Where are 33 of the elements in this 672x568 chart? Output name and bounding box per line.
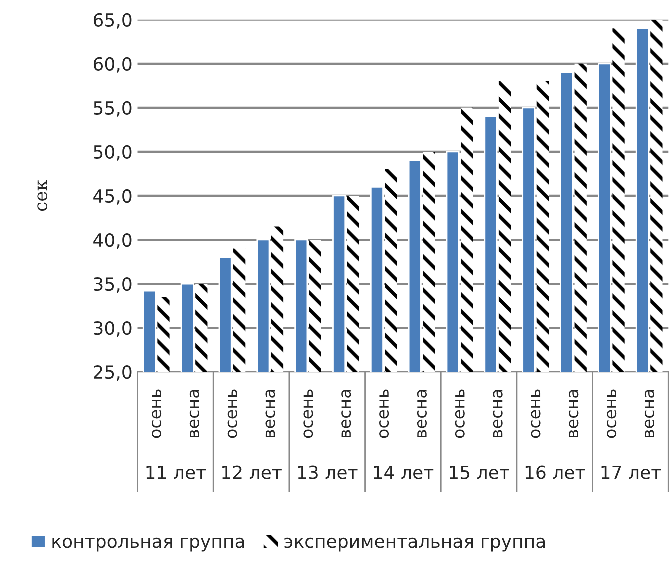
x-tick-label: осень [531, 390, 541, 438]
text: 11 лет [146, 466, 206, 480]
text: 13 лет [298, 466, 358, 480]
x-tick-label: осень [152, 390, 162, 438]
legend-label: экспериментальная группа [284, 538, 546, 552]
y-tick-label: 30,0 [94, 321, 132, 337]
text: 12 лет [222, 466, 282, 480]
x-tick-label: осень [304, 390, 314, 438]
x-tick-label: осень [380, 390, 390, 438]
x-tick-label: весна [342, 390, 352, 438]
x-tick-label: весна [644, 390, 655, 438]
y-tick-label: 60,0 [94, 57, 132, 73]
text: 15 лет [450, 466, 510, 480]
x-tick-label: осень [607, 390, 617, 438]
y-tick-label: 40,0 [94, 233, 132, 249]
y-tick-label: 45,0 [94, 189, 132, 205]
x-tick-label: осень [455, 390, 465, 438]
y-tick-label: 35,0 [94, 277, 132, 293]
x-tick-label: весна [493, 390, 503, 438]
legend-label: контрольная группа [52, 538, 244, 552]
y-axis-title: сек [38, 180, 48, 212]
x-tick-label: осень [228, 390, 238, 438]
x-tick-label: весна [266, 390, 276, 438]
x-tick-label: весна [569, 390, 579, 438]
y-tick-label: 55,0 [94, 101, 132, 117]
text: 17 лет [602, 466, 662, 480]
x-tick-label: весна [417, 390, 427, 438]
x-tick-label: весна [190, 390, 200, 438]
text: 14 лет [374, 466, 434, 480]
y-tick-label: 25,0 [94, 366, 132, 381]
y-tick-label: 65,0 [94, 13, 132, 29]
text: 16 лет [526, 466, 586, 480]
y-tick-label: 50,0 [94, 145, 132, 161]
